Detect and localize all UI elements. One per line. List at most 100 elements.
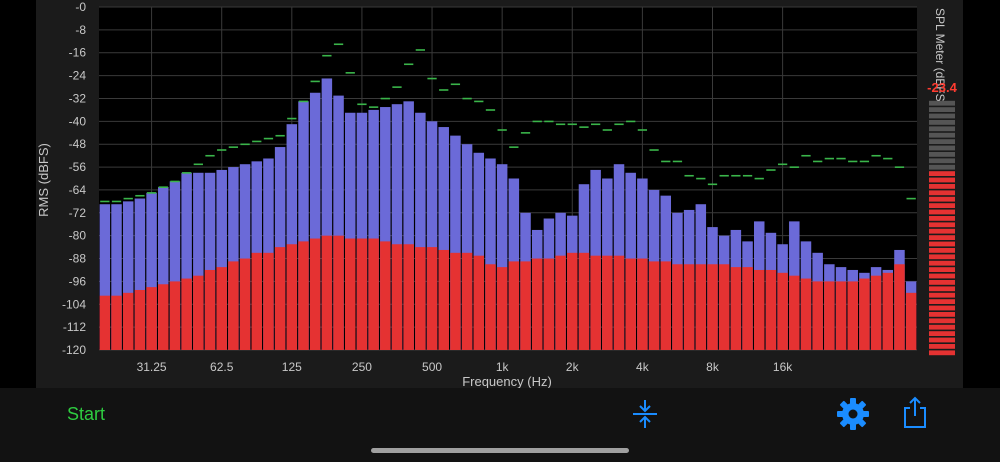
gear-hole [848, 409, 858, 419]
average-bar [672, 264, 683, 350]
peak-marker [462, 97, 472, 100]
average-bar [625, 258, 636, 350]
peak-marker [544, 120, 554, 123]
rms-bar [391, 104, 403, 350]
x-tick-label: 125 [282, 360, 302, 374]
x-tick-labels: 31.25 62.5 125 250 500 1k 2k 4k 8k 16k [137, 360, 794, 374]
average-bar [754, 269, 765, 350]
peak-marker [591, 123, 601, 126]
average-bar [812, 281, 823, 350]
average-bar [122, 292, 134, 350]
peak-marker [345, 72, 355, 74]
compress-vertical-icon[interactable] [630, 398, 660, 435]
average-bar [870, 275, 882, 350]
y-tick-label: -104 [62, 297, 86, 311]
spl-meter-segment [929, 331, 955, 336]
x-tick-label: 2k [566, 360, 580, 374]
y-tick-label: -120 [62, 343, 86, 357]
peak-marker [602, 129, 612, 131]
spl-meter-segment [929, 318, 955, 324]
rms-bar [158, 187, 169, 350]
rms-bar [345, 112, 356, 350]
average-bar [438, 249, 449, 350]
average-bar [403, 244, 414, 350]
y-tick-label: -32 [69, 91, 87, 105]
rms-bar [415, 112, 426, 350]
average-bar [321, 235, 333, 350]
spl-meter-segment [929, 126, 955, 132]
average-bar [578, 252, 590, 350]
spl-meter-segment [929, 344, 955, 349]
average-bar [181, 278, 192, 350]
y-tick-label: -16 [69, 46, 87, 60]
average-bar [485, 264, 496, 350]
average-bar [496, 267, 508, 350]
peak-marker [555, 123, 566, 126]
spl-meter-segment [929, 350, 955, 356]
rms-bar [134, 198, 146, 350]
average-bar [380, 241, 391, 350]
average-bar [345, 238, 356, 350]
peak-marker [859, 160, 870, 163]
average-bar [543, 258, 555, 350]
spl-meter-segment [929, 196, 955, 202]
average-bar [555, 255, 566, 350]
average-bar [905, 292, 917, 350]
y-tick-label: -64 [69, 183, 87, 197]
spl-meter-segment [929, 132, 955, 138]
spl-meter-segment [929, 113, 955, 119]
peak-marker [719, 174, 729, 177]
peak-marker [217, 149, 227, 151]
peak-marker [404, 63, 414, 66]
spl-meter-segment [929, 171, 955, 176]
rms-bar [403, 101, 414, 350]
rms-bar [298, 101, 309, 350]
rms-bar [496, 164, 508, 350]
gear-icon[interactable] [836, 397, 870, 436]
peak-marker [684, 174, 694, 177]
average-bar [158, 284, 169, 350]
x-tick-label: 1k [496, 360, 510, 374]
peak-marker [766, 169, 776, 171]
rms-bar [204, 172, 216, 350]
y-tick-label: -80 [69, 229, 87, 243]
y-tick-label: -56 [69, 160, 87, 174]
peak-marker [287, 117, 297, 120]
average-bar [789, 275, 800, 350]
average-bar [204, 269, 216, 350]
average-bar [239, 258, 251, 350]
peak-marker [579, 126, 589, 128]
peak-marker [298, 100, 309, 103]
peak-marker [205, 154, 215, 157]
rms-bar [122, 201, 134, 350]
average-bar [216, 267, 227, 350]
peak-marker [696, 177, 706, 180]
spl-meter-segment [929, 190, 955, 196]
rms-bar [321, 78, 333, 350]
x-tick-label: 16k [773, 360, 793, 374]
home-indicator [371, 448, 629, 453]
peak-marker [672, 160, 683, 163]
peak-marker [801, 154, 811, 157]
start-button[interactable]: Start [67, 404, 106, 424]
peak-marker [182, 172, 192, 174]
spl-meter-segment [929, 203, 955, 208]
rms-bar [111, 204, 122, 350]
average-bar [309, 238, 321, 350]
rms-bar [356, 112, 368, 350]
y-tick-label: -72 [69, 206, 87, 220]
peak-marker [497, 129, 507, 131]
average-bar [730, 267, 742, 350]
peak-marker [392, 86, 402, 88]
spl-meter-segment [929, 145, 955, 151]
x-tick-label: 250 [352, 360, 372, 374]
average-bar [228, 261, 239, 350]
share-icon[interactable] [901, 396, 929, 435]
average-bar [859, 278, 870, 350]
average-bar [520, 261, 531, 350]
peak-marker [123, 197, 133, 200]
average-bar [765, 269, 777, 350]
y-tick-label: -8 [75, 23, 86, 37]
spl-meter-segment [929, 292, 955, 298]
peak-marker [813, 160, 823, 163]
